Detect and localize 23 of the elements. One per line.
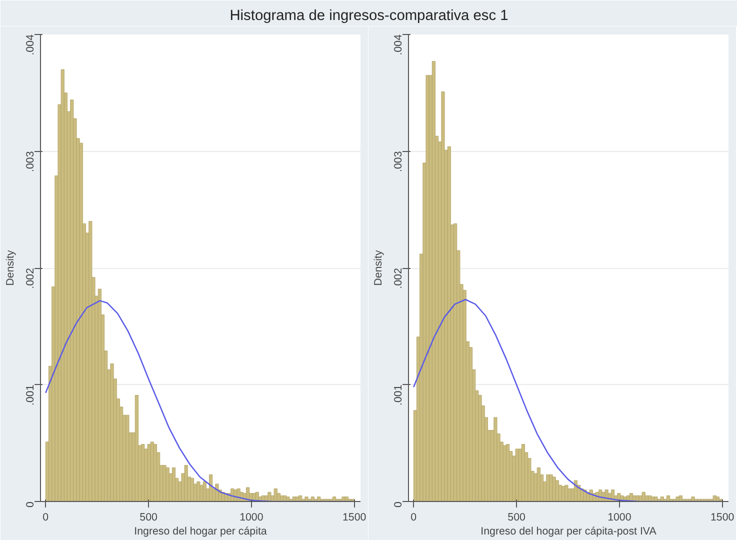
y-axis-title: Density <box>372 250 384 286</box>
y-tick-label: 0 <box>24 501 36 508</box>
x-tick-label: 1500 <box>342 512 366 524</box>
x-axis-title: Ingreso del hogar per cápita <box>134 526 267 538</box>
x-tick-label: 0 <box>410 512 417 524</box>
x-axis-title: Ingreso del hogar per cápita-post IVA <box>480 526 658 538</box>
y-tick-label: .004 <box>392 34 404 56</box>
x-tick-label: 1500 <box>710 512 734 524</box>
y-tick-label: .002 <box>24 268 36 289</box>
chart-title: Histograma de ingresos-comparativa esc 1 <box>230 8 508 24</box>
y-tick-label: .001 <box>24 384 36 406</box>
x-tick-label: 500 <box>140 512 158 524</box>
y-tick-label: .001 <box>392 384 404 406</box>
x-tick-label: 0 <box>42 512 49 524</box>
y-tick-label: .003 <box>392 151 404 172</box>
x-tick-label: 500 <box>508 512 526 524</box>
y-tick-label: .003 <box>24 151 36 172</box>
x-tick-label: 1000 <box>608 512 632 524</box>
y-tick-label: .004 <box>24 34 36 56</box>
x-tick-label: 1000 <box>240 512 264 524</box>
y-axis-title: Density <box>4 250 16 286</box>
y-tick-label: .002 <box>392 268 404 289</box>
y-tick-label: 0 <box>392 501 404 508</box>
